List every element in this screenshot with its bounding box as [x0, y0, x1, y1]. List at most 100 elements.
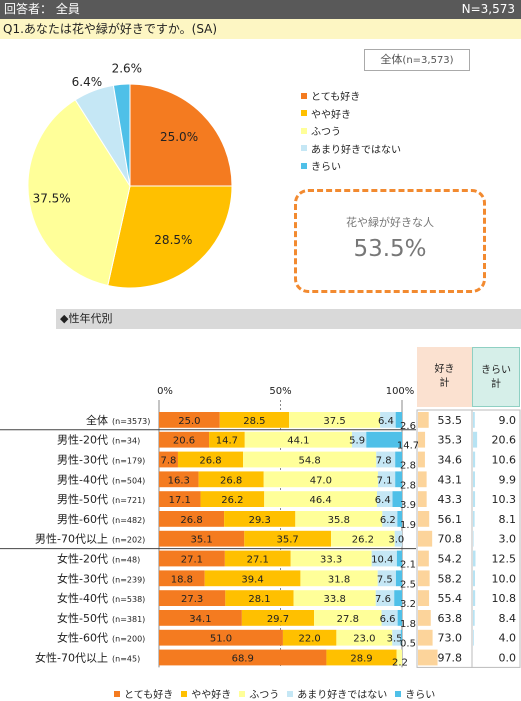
x-tick-label: 50%: [269, 386, 291, 397]
bar-segment: [289, 412, 381, 428]
row-label: 女性-50代: [57, 611, 108, 625]
bar-value-label: 27.1: [181, 555, 203, 566]
row-n: (n=179): [112, 457, 145, 466]
highlight-value: 53.5%: [353, 236, 427, 262]
dislike-total-header: きらい 計: [472, 347, 520, 407]
bar-segment: [314, 610, 382, 626]
dislike-total-value: 20.6: [492, 434, 517, 447]
like-total-bar: [418, 471, 427, 488]
section-title-bar: ◆性年代別: [56, 309, 521, 329]
pie-label-3: 37.5%: [33, 192, 71, 206]
bar-legend-item-2: やや好き: [181, 686, 231, 701]
legend-swatch: [301, 162, 307, 169]
legend-swatch: [301, 110, 307, 117]
row-n: (n=200): [112, 635, 145, 644]
bar-value-label: 3.5: [387, 634, 403, 645]
dislike-total-bar: [473, 451, 476, 468]
like-total-bar: [418, 530, 433, 547]
bar-segment: [159, 550, 225, 567]
legend-swatch: [301, 145, 307, 152]
like-total-bar: [418, 431, 426, 448]
bar-segment: [326, 649, 397, 666]
dislike-total-bar: [473, 590, 476, 606]
like-total-value: 58.2: [438, 572, 463, 585]
bar-value-label: 3.9: [400, 500, 416, 511]
bar-value-label: 39.4: [241, 574, 263, 585]
bar-value-label: 34.1: [189, 614, 211, 625]
bar-value-label: 51.0: [210, 634, 232, 645]
bar-segment: [282, 629, 337, 646]
bar-segment: [209, 431, 245, 448]
pie-label-4: 6.4%: [72, 75, 103, 89]
x-tick-label: 100%: [386, 386, 415, 397]
bar-segment: [377, 471, 396, 488]
legend-label: きらい: [405, 690, 436, 701]
bar-segment: [159, 511, 225, 527]
bar-value-label: 26.8: [220, 475, 242, 486]
bar-segment: [397, 511, 402, 527]
dislike-total-value: 10.6: [492, 454, 517, 467]
bar-legend-item-5: きらい: [395, 686, 435, 701]
bar-segment: [243, 451, 377, 468]
legend-label: あまり好きではない: [311, 144, 401, 156]
dislike-total-value: 10.0: [492, 572, 517, 585]
bar-value-label: 29.7: [267, 614, 289, 625]
bar-segment: [177, 451, 244, 468]
pie-legend-item-1: とても好き: [301, 87, 401, 105]
bar-segment: [264, 491, 377, 507]
bar-value-label: 46.4: [309, 495, 331, 506]
like-total-bar: [418, 570, 430, 587]
summary-label: 全体: [380, 53, 403, 66]
dislike-total-value: 9.0: [499, 414, 517, 427]
bar-segment: [204, 570, 301, 587]
dislike-total-bar: [473, 471, 475, 488]
bar-segment: [380, 412, 396, 428]
bar-segment: [159, 431, 210, 448]
bar-value-label: 44.1: [287, 436, 309, 447]
bar-segment: [394, 530, 402, 547]
dislike-total-value: 8.4: [499, 612, 517, 625]
like-total-value: 70.8: [438, 533, 463, 546]
bar-value-label: 1.8: [400, 619, 416, 630]
bar-segment: [224, 550, 291, 567]
pie-slice-1: [129, 83, 233, 187]
pie-chart: 25.0% 28.5% 37.5% 6.4% 2.6%: [27, 62, 233, 289]
bar-value-label: 31.8: [328, 574, 350, 585]
like-header-line2: 計: [439, 378, 450, 389]
bar-value-label: 14.7: [216, 436, 238, 447]
row-n: (n=45): [112, 655, 140, 664]
bar-legend-item-1: とても好き: [114, 686, 173, 701]
bar-segment: [392, 491, 402, 507]
bar-segment: [159, 471, 199, 488]
row-label: 男性-30代: [57, 453, 108, 467]
dislike-total-value: 0.0: [499, 652, 517, 665]
bar-legend-item-3: ふつう: [239, 686, 279, 701]
bar-value-label: 33.3: [320, 555, 342, 566]
legend-label: ふつう: [311, 127, 341, 139]
bar-value-label: 6.6: [380, 614, 396, 625]
bar-value-label: 20.6: [173, 436, 195, 447]
bar-value-label: 7.8: [376, 456, 392, 467]
bar-value-label: 2.8: [400, 480, 416, 491]
bar-segment: [331, 530, 395, 547]
row-label: 女性-40代: [57, 591, 108, 605]
bar-segment: [159, 610, 242, 626]
bar-segment: [336, 629, 393, 646]
bar-segment: [300, 570, 378, 587]
row-label: 女性-70代以上: [35, 651, 108, 665]
like-total-bar: [418, 610, 431, 626]
row-n: (n=48): [112, 556, 140, 565]
bar-value-label: 29.3: [249, 515, 271, 526]
row-n: (n=381): [112, 615, 145, 624]
dislike-total-bar: [473, 530, 474, 547]
row-n: (n=538): [112, 595, 145, 604]
bar-segment: [244, 530, 332, 547]
bar-segment: [381, 610, 398, 626]
legend-label: やや好き: [311, 109, 351, 121]
like-total-value: 54.2: [438, 553, 463, 566]
bar-value-label: 25.0: [178, 416, 200, 427]
dislike-total-value: 10.3: [492, 493, 517, 506]
header-bar: 回答者： 全員 N=3,573: [0, 0, 521, 19]
like-total-value: 43.3: [438, 493, 463, 506]
